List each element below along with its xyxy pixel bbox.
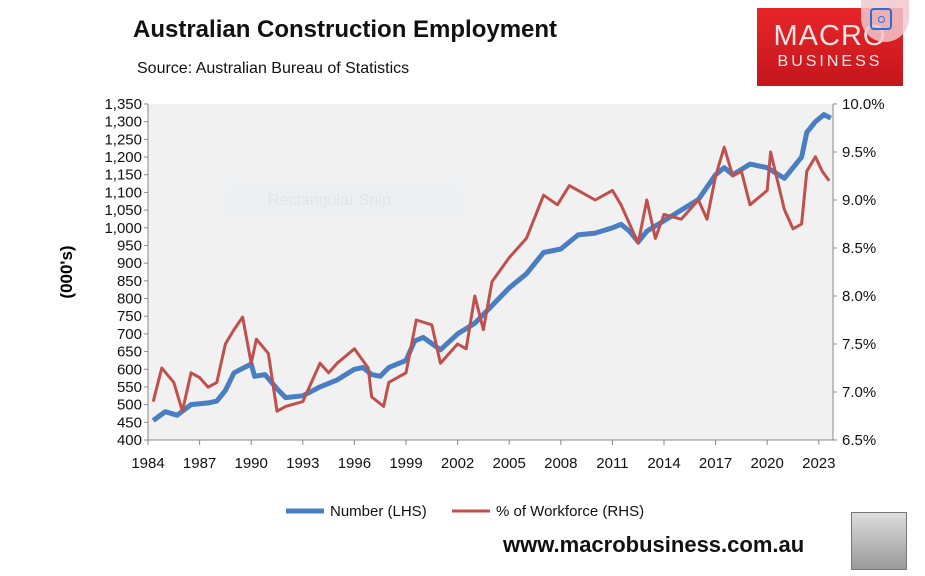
y2-tick-label: 6.5% — [842, 432, 876, 449]
y-tick-label: 1,050 — [104, 202, 142, 219]
plot-area — [148, 104, 833, 440]
x-tick-label: 1984 — [131, 455, 164, 472]
x-tick-label: 2023 — [802, 455, 835, 472]
x-tick-label: 2008 — [544, 455, 577, 472]
y2-tick-label: 10.0% — [842, 96, 885, 113]
x-tick-label: 1990 — [235, 455, 268, 472]
wolf-logo — [851, 512, 907, 570]
y-tick-label: 1,350 — [104, 96, 142, 113]
y-tick-label: 750 — [117, 308, 142, 325]
chart-title: Australian Construction Employment — [133, 16, 558, 43]
x-tick-label: 1996 — [338, 455, 371, 472]
rectangular-snip-overlay: Rectangular Snip — [226, 186, 462, 216]
y-tick-label: 1,100 — [104, 184, 142, 201]
y-tick-label: 1,200 — [104, 149, 142, 166]
y2-tick-label: 7.0% — [842, 384, 876, 401]
y-tick-label: 1,150 — [104, 167, 142, 184]
y2-tick-label: 7.5% — [842, 336, 876, 353]
y-axis-label: (000's) — [57, 245, 76, 298]
legend-number: Number (LHS) — [330, 503, 427, 520]
y2-tick-label: 9.5% — [842, 144, 876, 161]
y-tick-label: 600 — [117, 361, 142, 378]
y2-tick-label: 8.0% — [842, 288, 876, 305]
x-tick-label: 2017 — [699, 455, 732, 472]
x-tick-label: 1993 — [286, 455, 319, 472]
x-tick-label: 2005 — [493, 455, 526, 472]
x-tick-label: 1987 — [183, 455, 216, 472]
y2-tick-label: 8.5% — [842, 240, 876, 257]
y-tick-label: 1,250 — [104, 131, 142, 148]
y-tick-label: 900 — [117, 255, 142, 272]
y-tick-label: 950 — [117, 237, 142, 254]
y-tick-label: 850 — [117, 273, 142, 290]
x-tick-label: 1999 — [389, 455, 422, 472]
x-tick-label: 2011 — [596, 455, 628, 472]
y-tick-label: 450 — [117, 414, 142, 431]
series-number-line — [151, 112, 832, 423]
y-tick-label: 500 — [117, 397, 142, 414]
chart-subtitle: Source: Australian Bureau of Statistics — [137, 60, 410, 77]
y-tick-label: 800 — [117, 291, 142, 308]
legend-percent: % of Workforce (RHS) — [496, 503, 645, 520]
y-tick-label: 550 — [117, 379, 142, 396]
x-tick-label: 2002 — [441, 455, 474, 472]
x-tick-label: 2020 — [751, 455, 784, 472]
y-tick-label: 650 — [117, 344, 142, 361]
logo-line2: BUSINESS — [777, 53, 883, 70]
series-percent-line — [151, 145, 831, 413]
y-tick-label: 1,300 — [104, 114, 142, 131]
y2-tick-label: 9.0% — [842, 192, 876, 209]
y-tick-label: 1,000 — [104, 220, 142, 237]
snip-button[interactable] — [861, 0, 909, 42]
y-tick-label: 700 — [117, 326, 142, 343]
website-url: www.macrobusiness.com.au — [503, 532, 805, 557]
screenshot-lens-icon[interactable] — [870, 8, 892, 30]
y-tick-label: 400 — [117, 432, 142, 449]
x-tick-label: 2014 — [647, 455, 680, 472]
